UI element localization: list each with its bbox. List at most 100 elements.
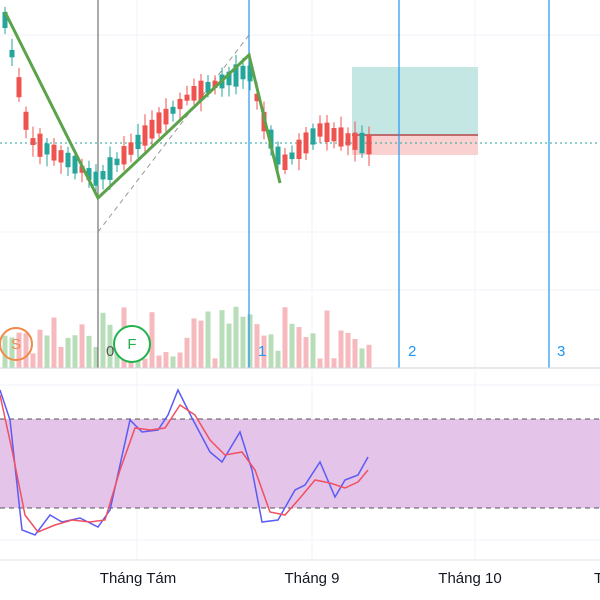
finish-marker	[113, 325, 151, 363]
volume-bar	[338, 330, 344, 368]
candle-body	[345, 133, 351, 146]
candle-body	[37, 133, 43, 157]
stop-zone	[352, 135, 478, 155]
time-label: Tháng 9	[284, 570, 339, 587]
candle-body	[72, 155, 78, 174]
candle-body	[177, 98, 183, 110]
volume-bar	[65, 337, 71, 368]
target-zone	[352, 67, 478, 135]
volume-bar	[79, 324, 85, 368]
candle-body	[58, 150, 64, 163]
volume-bar	[240, 316, 246, 368]
volume-bar	[86, 335, 92, 368]
candle-body	[289, 152, 295, 160]
volume-bar	[226, 323, 232, 368]
candle-body	[142, 125, 148, 146]
zigzag	[3, 11, 282, 201]
candle-body	[352, 132, 358, 150]
candle-body	[191, 86, 197, 101]
candle-body	[93, 171, 99, 186]
volume-bar	[16, 332, 22, 368]
volume-bar	[233, 306, 239, 368]
candle-body	[107, 157, 113, 180]
time-label: T	[594, 570, 600, 587]
candle-body	[282, 154, 288, 170]
volume-bar	[254, 324, 260, 368]
candle-body	[30, 138, 36, 146]
candle-body	[65, 152, 71, 168]
volume-bar	[184, 337, 190, 368]
volume-bar	[107, 324, 113, 368]
volume-bar	[72, 335, 78, 368]
volume-bar	[163, 351, 169, 368]
volume-bar	[268, 334, 274, 368]
volume-bar	[51, 317, 57, 368]
candle-body	[359, 132, 365, 154]
candle-body	[184, 94, 190, 101]
volume-bar	[170, 356, 176, 368]
volume-bar	[296, 327, 302, 368]
volume-bar	[9, 337, 15, 368]
volume-bar	[114, 348, 120, 368]
candle-body	[240, 65, 246, 80]
volume-bar	[282, 307, 288, 368]
candle-body	[121, 146, 127, 165]
candle-body	[51, 144, 57, 161]
volume-bar	[177, 352, 183, 368]
candle-body	[86, 168, 92, 180]
volume-bar	[93, 346, 99, 368]
volume-bar	[359, 348, 365, 368]
volume-bar	[345, 332, 351, 368]
band-edges	[0, 418, 600, 509]
volume-bar	[303, 337, 309, 368]
volume-bar	[324, 310, 330, 368]
candle-body	[324, 122, 330, 143]
volume-bar	[142, 358, 148, 368]
candle-body	[275, 146, 281, 165]
candle-body	[268, 129, 274, 149]
candle-body	[366, 135, 372, 155]
volume-bar	[149, 312, 155, 368]
volume-bar	[30, 353, 36, 368]
finish-label: F	[127, 336, 136, 353]
volume-bar	[261, 335, 267, 368]
candle-body	[163, 108, 169, 125]
volume-bar	[219, 310, 225, 368]
candle-body	[128, 142, 134, 155]
volume-bar	[156, 355, 162, 368]
candle-body	[156, 112, 162, 134]
volume-bar	[198, 320, 204, 368]
candle-body	[233, 64, 239, 87]
candle-body	[9, 49, 15, 58]
wave-label: 1	[258, 343, 266, 360]
volume-bar	[37, 329, 43, 368]
candle-body	[303, 132, 309, 154]
candles	[2, 7, 372, 192]
candle-body	[310, 128, 316, 145]
volume-bar	[317, 358, 323, 368]
candle-body	[317, 123, 323, 137]
volume-bar	[352, 338, 358, 368]
volume-bar	[331, 358, 337, 368]
candle-body	[2, 11, 8, 29]
candle-body	[247, 65, 253, 82]
candle-body	[338, 127, 344, 147]
price-grid	[0, 0, 600, 368]
volume-bar	[100, 312, 106, 368]
wave-label: 0	[106, 343, 114, 360]
volume-bar	[366, 344, 372, 368]
candle-body	[212, 80, 218, 89]
candle-body	[198, 80, 204, 100]
candle-body	[226, 71, 232, 86]
volume-bar	[2, 335, 8, 368]
candle-body	[149, 119, 155, 139]
candle-body	[135, 134, 141, 150]
candle-body	[170, 106, 176, 114]
candle-body	[296, 139, 302, 160]
oscillator-band	[0, 419, 600, 508]
volume-bar	[205, 311, 211, 368]
start-label: S	[11, 336, 21, 353]
volume-bar	[44, 335, 50, 368]
